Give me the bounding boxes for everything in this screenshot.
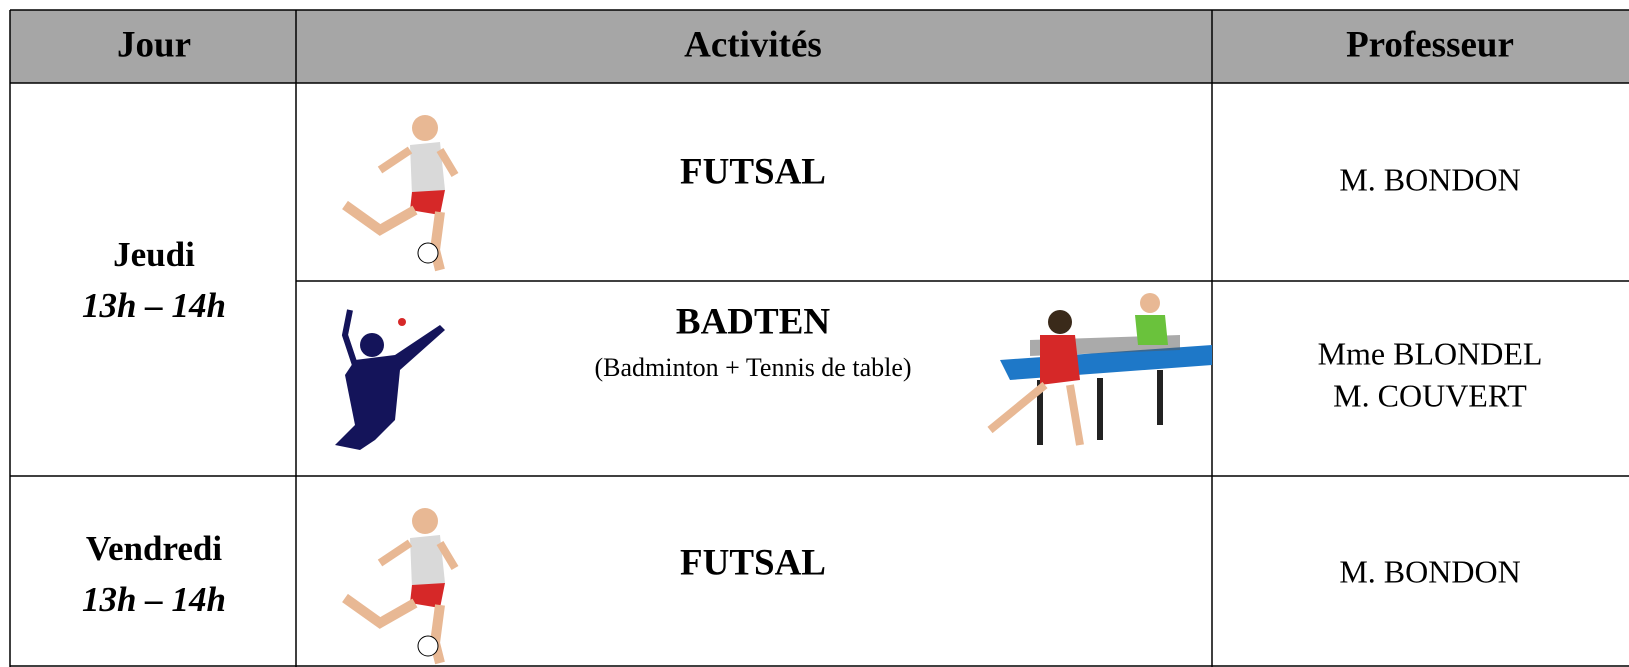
teacher: Mme BLONDEL <box>1318 335 1543 371</box>
header-cell: Jour <box>117 24 191 65</box>
activity: FUTSAL <box>680 542 826 583</box>
teacher: M. COUVERT <box>1333 377 1527 413</box>
teacher: M. BONDON <box>1339 161 1520 197</box>
borders <box>9 9 1629 667</box>
day: Jeudi <box>113 235 195 274</box>
activity-detail: (Badminton + Tennis de table) <box>594 353 911 382</box>
day: Vendredi <box>86 529 222 568</box>
futsal-illustration <box>342 115 459 272</box>
time: 13h – 14h <box>82 286 226 325</box>
header-cell: Activités <box>684 24 822 65</box>
teacher: M. BONDON <box>1339 553 1520 589</box>
header-background <box>10 10 1629 83</box>
activity: BADTEN <box>676 301 830 342</box>
header-cell: Professeur <box>1346 24 1514 65</box>
table-tennis-illustration <box>987 293 1212 446</box>
time: 13h – 14h <box>82 580 226 619</box>
futsal-illustration <box>342 508 459 665</box>
activity: FUTSAL <box>680 151 826 192</box>
badminton-illustration <box>335 309 445 450</box>
